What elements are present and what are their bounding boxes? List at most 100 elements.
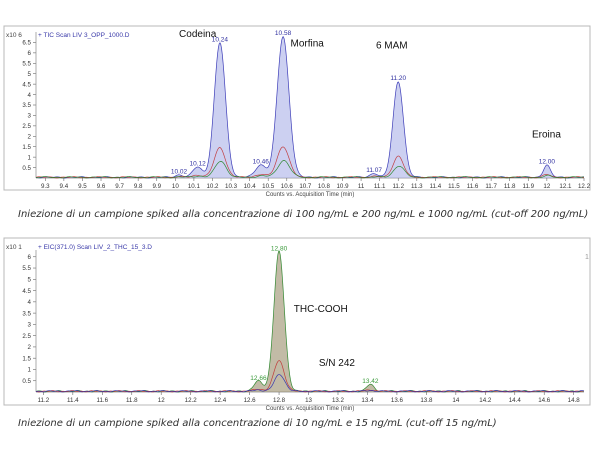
x-tick-label: 9.8	[134, 183, 143, 190]
y-tick-label: 6	[28, 50, 32, 57]
y-tick-label: 4	[28, 92, 32, 99]
x-tick-label: 9.9	[152, 183, 161, 190]
x-tick-label: 13	[305, 397, 312, 404]
x-tick-label: 9.6	[97, 183, 106, 190]
chart-panel-1: x10 6 + TIC Scan LIV 3_OPP_1000.D0.511.52…	[3, 25, 591, 198]
y-tick-label: 5.5	[22, 265, 31, 272]
x-tick-label: 10.3	[225, 183, 238, 190]
x-tick-label: 10.6	[281, 183, 294, 190]
peak-rt-label: 12.00	[539, 158, 556, 165]
peak-rt-label: 10.02	[171, 168, 188, 175]
x-axis-title: Counts vs. Acquisition Time (min)	[266, 192, 355, 198]
compound-annotation: 6 MAM	[376, 41, 408, 52]
x-tick-label: 12.1	[559, 183, 572, 190]
x-tick-label: 12.6	[244, 397, 257, 404]
series-line-3	[35, 374, 585, 393]
y-tick-label: 0.5	[22, 378, 31, 385]
x-tick-label: 14	[452, 397, 459, 404]
x-tick-label: 14.8	[568, 397, 581, 404]
x-tick-label: 12.2	[578, 183, 591, 190]
compound-annotation: S/N 242	[319, 358, 356, 369]
y-tick-label: 5	[28, 71, 32, 78]
series-line-3	[35, 160, 585, 179]
x-tick-label: 11.3	[411, 183, 423, 190]
y-tick-label: 0.5	[22, 165, 31, 172]
x-tick-label: 11.9	[522, 183, 534, 190]
y-tick-label: 3	[28, 113, 32, 120]
panel-frame	[3, 25, 591, 191]
y-multiplier-label: x10 1	[6, 244, 22, 251]
y-tick-label: 1.5	[22, 355, 31, 362]
peak-rt-label: 10.12	[189, 161, 206, 168]
y-tick-label: 1.5	[22, 144, 31, 151]
x-tick-label: 10.9	[336, 183, 349, 190]
x-tick-label: 10.2	[206, 183, 219, 190]
chart-title: + TIC Scan LIV 3_OPP_1000.D	[38, 32, 130, 39]
y-tick-label: 4.5	[22, 288, 31, 295]
peak-rt-label: 12.66	[250, 375, 267, 382]
y-tick-label: 4	[28, 299, 32, 306]
x-tick-label: 12.2	[185, 397, 198, 404]
series-line-2	[35, 146, 585, 179]
x-tick-label: 11.6	[96, 397, 108, 404]
x-tick-label: 10.5	[262, 183, 275, 190]
x-tick-label: 11.1	[374, 183, 386, 190]
chart-title: + EIC(371.0) Scan LIV_2_THC_15_3.D	[38, 244, 152, 251]
y-tick-label: 5.5	[22, 60, 31, 67]
y-tick-label: 6	[28, 254, 32, 261]
x-tick-label: 11.5	[448, 183, 460, 190]
compound-annotation: Codeina	[179, 29, 217, 40]
y-tick-label: 4.5	[22, 81, 31, 88]
y-tick-label: 6.5	[22, 40, 31, 47]
y-tick-label: 5	[28, 277, 32, 284]
x-tick-label: 11	[358, 183, 365, 190]
y-tick-label: 3.5	[22, 310, 31, 317]
chart-panel-2: x10 1 + EIC(371.0) Scan LIV_2_THC_15_3.D 0…	[3, 237, 591, 412]
x-tick-label: 14.2	[479, 397, 492, 404]
compound-annotation: Eroina	[532, 129, 561, 140]
x-axis-title: Counts vs. Acquisition Time (min)	[266, 406, 355, 412]
x-tick-label: 11.8	[504, 183, 516, 190]
x-tick-label: 10.8	[318, 183, 331, 190]
peak-rt-label: 11.20	[390, 75, 406, 82]
x-tick-label: 9.3	[41, 183, 50, 190]
peak-rt-label: 13.42	[362, 378, 379, 385]
x-tick-label: 9.7	[115, 183, 124, 190]
caption-top: Iniezione di un campione spiked alla con…	[18, 209, 589, 220]
peak-rt-label: 12.80	[271, 245, 288, 252]
x-tick-label: 11.2	[38, 397, 50, 404]
y-multiplier-label: x10 6	[6, 32, 22, 39]
y-tick-label: 2.5	[22, 123, 31, 130]
peak-rt-label: 11.07	[366, 167, 382, 174]
x-tick-label: 9.4	[60, 183, 69, 190]
x-tick-label: 12.8	[273, 397, 286, 404]
panel-frame	[3, 237, 591, 406]
y-tick-label: 3	[28, 322, 32, 329]
right-edge-label: 1	[585, 254, 589, 261]
x-tick-label: 12	[158, 397, 165, 404]
x-tick-label: 12	[543, 183, 550, 190]
x-tick-label: 13.8	[420, 397, 433, 404]
x-tick-label: 14.6	[538, 397, 551, 404]
compound-annotation: THC-COOH	[294, 304, 348, 315]
x-tick-label: 11.7	[485, 183, 497, 190]
x-tick-label: 10.4	[244, 183, 257, 190]
x-tick-label: 11.8	[126, 397, 138, 404]
peak-rt-label: 10.46	[253, 158, 270, 165]
x-tick-label: 10.1	[188, 183, 201, 190]
y-tick-label: 1	[28, 154, 32, 161]
x-tick-label: 12.4	[214, 397, 227, 404]
x-tick-label: 13.2	[332, 397, 345, 404]
x-tick-label: 10.7	[299, 183, 312, 190]
y-tick-label: 2.5	[22, 333, 31, 340]
x-tick-label: 9.5	[78, 183, 87, 190]
x-tick-label: 14.4	[509, 397, 522, 404]
x-tick-label: 11.6	[467, 183, 479, 190]
compound-annotation: Morfina	[290, 39, 324, 50]
x-tick-label: 11.4	[67, 397, 79, 404]
x-tick-label: 13.6	[391, 397, 404, 404]
peak-rt-label: 10.24	[212, 36, 229, 43]
peak-rt-label: 10.58	[275, 30, 292, 37]
x-tick-label: 11.4	[430, 183, 442, 190]
